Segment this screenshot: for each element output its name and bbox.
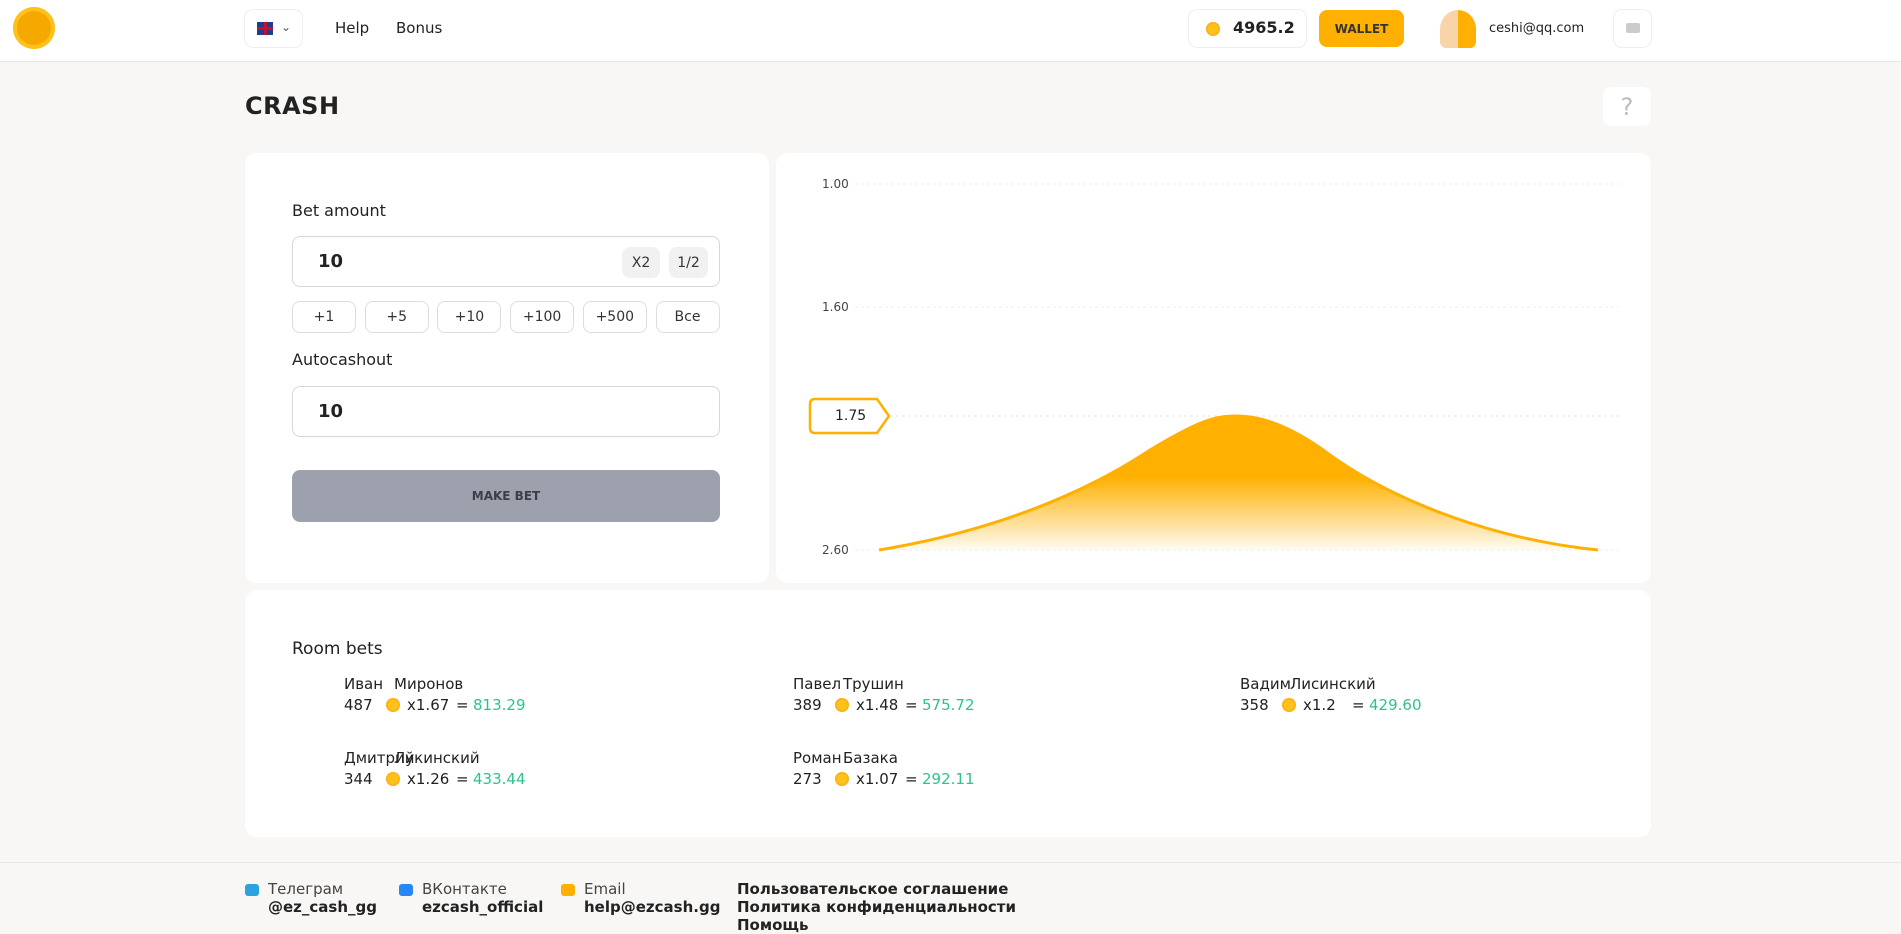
contact-icon — [399, 884, 413, 896]
bet-multiplier: x1.07 — [856, 770, 899, 788]
bet-amount: 273 — [793, 770, 822, 788]
contact-value[interactable]: help@ezcash.gg — [584, 898, 721, 916]
autocashout-input[interactable] — [292, 386, 720, 437]
bettor-first-name: Павел — [793, 675, 842, 693]
autocashout-value: 10 — [318, 401, 344, 422]
header — [0, 0, 1901, 62]
equals-sign: = — [905, 696, 918, 714]
user-email[interactable]: ceshi@qq.com — [1489, 21, 1585, 36]
nav-link[interactable]: Help — [335, 19, 370, 37]
axis-label: 1.00 — [822, 177, 849, 191]
page-title: CRASH — [245, 92, 340, 120]
logout-button[interactable] — [1614, 10, 1651, 47]
bettor-first-name: Дмитрий — [344, 749, 415, 767]
bet-payout: 433.44 — [473, 770, 526, 788]
bettor-last-name: Базака — [843, 749, 898, 767]
contact-icon — [561, 884, 575, 896]
room-bets-title: Room bets — [292, 639, 383, 659]
quick-bet-button[interactable]: Все — [655, 301, 720, 333]
footer-divider — [0, 862, 1901, 863]
logo[interactable] — [13, 7, 55, 49]
contact-value[interactable]: @ez_cash_gg — [268, 898, 377, 916]
wallet-button[interactable]: WALLET — [1319, 10, 1404, 47]
room-bets-panel — [245, 590, 1651, 837]
equals-sign: = — [905, 770, 918, 788]
bet-payout: 813.29 — [473, 696, 526, 714]
coin-icon — [835, 698, 849, 712]
coin-icon — [1282, 698, 1296, 712]
footer-link[interactable]: Политика конфиденциальности — [737, 898, 1016, 916]
axis-label: 1.60 — [822, 300, 849, 314]
bet-amount: 487 — [344, 696, 373, 714]
multiplier-button[interactable]: X2 — [622, 247, 660, 278]
bet-amount: 389 — [793, 696, 822, 714]
bet-amount: 358 — [1240, 696, 1269, 714]
nav-link[interactable]: Bonus — [396, 19, 443, 37]
equals-sign: = — [456, 770, 469, 788]
multiplier-button[interactable]: 1/2 — [669, 247, 708, 278]
bettor-first-name: Вадим — [1240, 675, 1291, 693]
coin-icon — [386, 698, 400, 712]
bettor-last-name: Трушин — [843, 675, 904, 693]
equals-sign: = — [456, 696, 469, 714]
help-button[interactable]: ? — [1603, 87, 1651, 126]
bettor-last-name: Лисинский — [1290, 675, 1376, 693]
equals-sign: = — [1352, 696, 1365, 714]
coin-icon — [835, 772, 849, 786]
language-button[interactable]: ⌄ — [245, 10, 302, 47]
contact-label: ВКонтакте — [422, 880, 507, 898]
chevron: ⌄ — [281, 20, 292, 34]
bet-multiplier: x1.48 — [856, 696, 899, 714]
quick-bet-button[interactable]: +1 — [292, 301, 356, 333]
chart-panel — [776, 153, 1651, 583]
contact-icon — [245, 884, 259, 896]
bettor-first-name: Иван — [344, 675, 384, 693]
quick-bet-button[interactable]: +10 — [437, 301, 502, 333]
coin-icon — [1206, 22, 1220, 36]
bet-multiplier: x1.2 — [1303, 696, 1336, 714]
logout-icon — [1626, 23, 1640, 33]
make-bet-button[interactable]: MAKE BET — [292, 470, 720, 522]
quick-bet-button[interactable]: +100 — [510, 301, 575, 333]
quick-bet-button[interactable]: +5 — [364, 301, 429, 333]
contact-label: Email — [584, 880, 626, 898]
autocashout-label: Autocashout — [292, 350, 393, 369]
bet-multiplier: x1.26 — [407, 770, 450, 788]
axis-label: 2.60 — [822, 543, 849, 557]
bet-label: Bet amount — [292, 201, 386, 220]
flag-icon — [257, 22, 273, 35]
balance: 4965.2 — [1233, 18, 1295, 37]
contact-label: Телеграм — [268, 880, 344, 898]
bettor-last-name: Миронов — [394, 675, 464, 693]
bet-payout: 429.60 — [1369, 696, 1422, 714]
current-multiplier: 1.75 — [835, 408, 867, 424]
coin-icon — [386, 772, 400, 786]
quick-bet-button[interactable]: +500 — [582, 301, 647, 333]
contact-value[interactable]: ezcash_official — [422, 898, 544, 916]
footer-link[interactable]: Пользовательское соглашение — [737, 880, 1009, 898]
bet-amount: 344 — [344, 770, 373, 788]
bet-payout: 292.11 — [922, 770, 975, 788]
bettor-first-name: Роман — [793, 749, 842, 767]
bet-multiplier: x1.67 — [407, 696, 450, 714]
bettor-last-name: Лукинский — [394, 749, 480, 767]
bet-input[interactable] — [292, 236, 720, 287]
footer-link[interactable]: Помощь — [737, 916, 809, 934]
bet-value: 10 — [318, 251, 344, 272]
avatar[interactable] — [1440, 10, 1476, 48]
bet-payout: 575.72 — [922, 696, 975, 714]
